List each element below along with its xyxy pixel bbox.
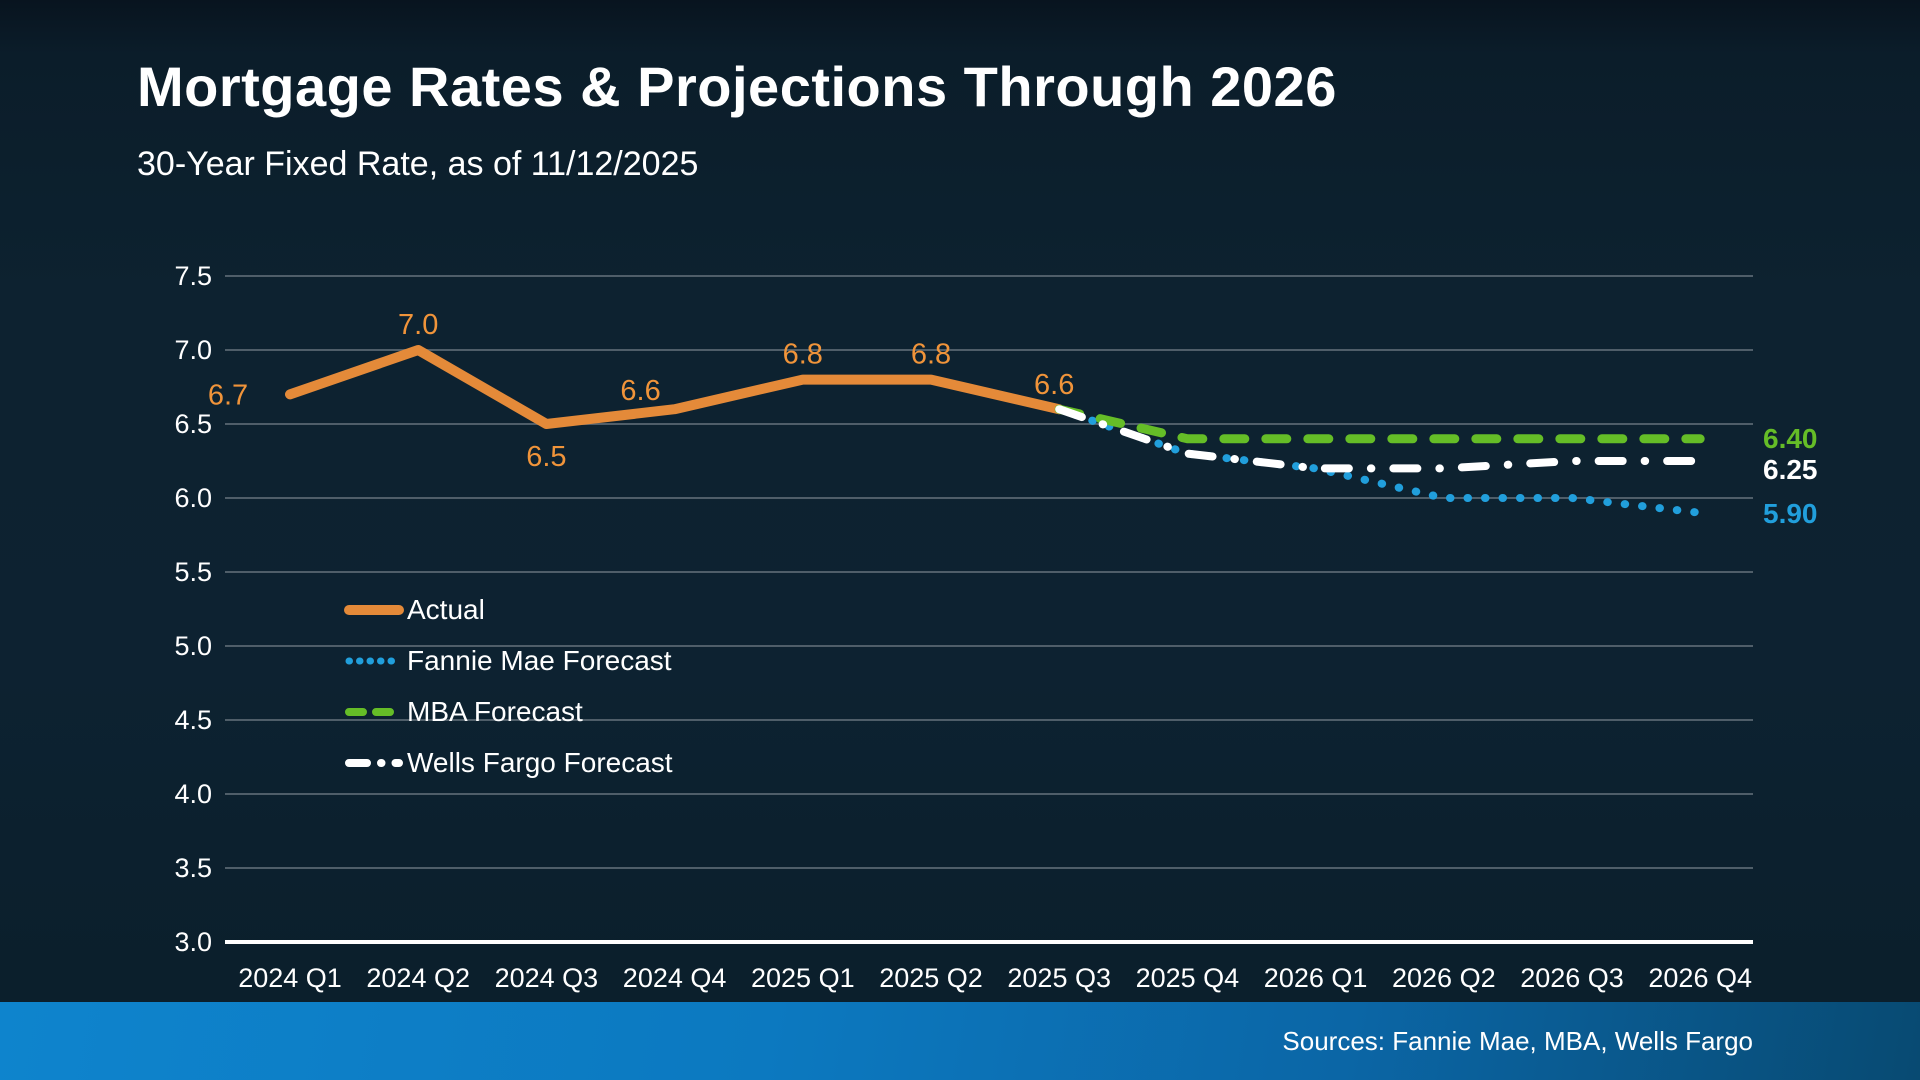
legend-item: MBA Forecast — [343, 686, 673, 737]
legend-item: Wells Fargo Forecast — [343, 737, 673, 788]
legend-swatch-dashdot — [345, 758, 403, 767]
y-tick-label: 7.0 — [174, 335, 212, 365]
data-label: 7.0 — [398, 309, 438, 341]
legend-item: Actual — [343, 584, 673, 635]
legend-swatch-dashed — [345, 707, 403, 716]
x-tick-label: 2026 Q4 — [1648, 963, 1752, 993]
header: Mortgage Rates & Projections Through 202… — [137, 54, 1337, 184]
series-line-dotted — [1055, 405, 1705, 517]
y-tick-label: 3.0 — [174, 927, 212, 957]
x-tick-label: 2025 Q3 — [1007, 963, 1111, 993]
y-tick-label: 6.5 — [174, 409, 212, 439]
series-line-dashdot — [1055, 405, 1705, 473]
data-label: 6.7 — [208, 379, 248, 411]
data-label: 6.8 — [911, 339, 951, 371]
y-tick-label: 5.0 — [174, 631, 212, 661]
y-tick-label: 6.0 — [174, 483, 212, 513]
data-label: 6.6 — [620, 375, 660, 407]
page-subtitle: 30-Year Fixed Rate, as of 11/12/2025 — [137, 145, 699, 183]
x-tick-label: 2025 Q4 — [1136, 963, 1240, 993]
legend-label: Wells Fargo Forecast — [407, 746, 673, 778]
x-tick-label: 2024 Q4 — [623, 963, 727, 993]
page-title: Mortgage Rates & Projections Through 202… — [137, 55, 1337, 118]
legend-label: Fannie Mae Forecast — [407, 644, 672, 676]
y-tick-label: 5.5 — [174, 557, 212, 587]
x-tick-label: 2026 Q3 — [1520, 963, 1624, 993]
x-tick-label: 2024 Q2 — [366, 963, 470, 993]
y-tick-label: 4.0 — [174, 779, 212, 809]
legend-swatch-dotted — [345, 657, 403, 664]
legend-swatch-solid — [344, 604, 404, 615]
legend-label: MBA Forecast — [407, 695, 583, 727]
data-label: 6.6 — [1034, 369, 1074, 401]
end-label: 5.90 — [1763, 498, 1818, 529]
data-label: 6.8 — [783, 339, 823, 371]
data-label: 6.5 — [526, 441, 566, 473]
legend-item: Fannie Mae Forecast — [343, 635, 673, 686]
x-tick-label: 2024 Q1 — [238, 963, 342, 993]
y-tick-label: 3.5 — [174, 853, 212, 883]
footer-bar: Sources: Fannie Mae, MBA, Wells Fargo — [0, 1002, 1920, 1080]
y-tick-label: 7.5 — [174, 261, 212, 291]
x-tick-label: 2026 Q2 — [1392, 963, 1496, 993]
x-tick-label: 2026 Q1 — [1264, 963, 1368, 993]
series-line-solid — [285, 345, 1065, 429]
x-tick-label: 2025 Q1 — [751, 963, 855, 993]
x-tick-label: 2025 Q2 — [879, 963, 983, 993]
legend-label: Actual — [407, 593, 485, 625]
end-label: 6.25 — [1763, 454, 1818, 485]
y-tick-label: 4.5 — [174, 705, 212, 735]
source-note: Sources: Fannie Mae, MBA, Wells Fargo — [1282, 1026, 1753, 1056]
end-label: 6.40 — [1763, 423, 1818, 454]
x-tick-label: 2024 Q3 — [495, 963, 599, 993]
legend: Actual Fannie Mae Forecast MBA Forecast Wel… — [343, 584, 673, 788]
